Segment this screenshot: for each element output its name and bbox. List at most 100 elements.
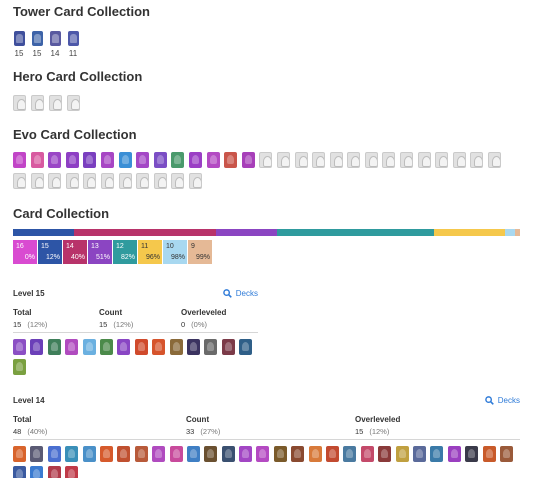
level-14-card[interactable] <box>499 446 513 462</box>
evo-card[interactable] <box>13 152 26 168</box>
level-14-card[interactable] <box>13 466 26 478</box>
evo-card[interactable] <box>83 152 97 168</box>
level-14-card[interactable] <box>395 446 409 462</box>
level-14-card[interactable] <box>13 446 26 462</box>
level-14-card[interactable] <box>65 446 79 462</box>
level-14-card[interactable] <box>134 446 148 462</box>
collection-level-box[interactable]: 12 82% <box>113 240 137 264</box>
level-14-card[interactable] <box>47 446 61 462</box>
evo-card-locked[interactable] <box>364 152 378 168</box>
level-14-card[interactable] <box>291 446 305 462</box>
level-15-decks-link[interactable]: Decks <box>222 289 258 298</box>
evo-card-locked[interactable] <box>65 173 79 189</box>
evo-card-locked[interactable] <box>435 152 449 168</box>
evo-card-locked[interactable] <box>13 173 26 189</box>
level-15-card[interactable] <box>204 339 218 355</box>
level-14-card[interactable] <box>99 446 113 462</box>
hero-card-locked[interactable] <box>49 95 62 111</box>
level-14-card[interactable] <box>273 446 287 462</box>
level-14-card[interactable] <box>169 446 183 462</box>
level-15-card[interactable] <box>30 339 44 355</box>
hero-card-locked[interactable] <box>67 95 80 111</box>
level-14-card[interactable] <box>378 446 392 462</box>
level-14-card[interactable] <box>47 466 61 478</box>
tower-card[interactable]: 14 <box>49 31 61 58</box>
tower-card[interactable]: 15 <box>13 31 25 58</box>
level-15-card[interactable] <box>13 359 26 375</box>
evo-card-locked[interactable] <box>276 152 290 168</box>
evo-card-locked[interactable] <box>171 173 185 189</box>
evo-card[interactable] <box>153 152 167 168</box>
level-15-card[interactable] <box>186 339 200 355</box>
level-14-card[interactable] <box>326 446 340 462</box>
level-14-card[interactable] <box>221 446 235 462</box>
evo-card-locked[interactable] <box>470 152 484 168</box>
evo-card-locked[interactable] <box>188 173 202 189</box>
evo-card[interactable] <box>100 152 114 168</box>
level-15-card[interactable] <box>47 339 61 355</box>
level-14-card[interactable] <box>430 446 444 462</box>
evo-card-locked[interactable] <box>83 173 97 189</box>
evo-card-locked[interactable] <box>488 152 502 168</box>
level-14-card[interactable] <box>30 466 44 478</box>
collection-level-box[interactable]: 11 96% <box>138 240 162 264</box>
evo-card[interactable] <box>188 152 202 168</box>
hero-card-locked[interactable] <box>31 95 44 111</box>
level-15-card[interactable] <box>169 339 183 355</box>
level-14-card[interactable] <box>343 446 357 462</box>
evo-card[interactable] <box>136 152 150 168</box>
collection-level-box[interactable]: 9 99% <box>188 240 212 264</box>
level-14-decks-link[interactable]: Decks <box>484 396 520 405</box>
level-14-card[interactable] <box>482 446 496 462</box>
level-15-card[interactable] <box>13 339 26 355</box>
level-14-card[interactable] <box>65 466 79 478</box>
level-15-card[interactable] <box>152 339 166 355</box>
evo-card-locked[interactable] <box>400 152 414 168</box>
level-14-card[interactable] <box>186 446 200 462</box>
tower-card[interactable]: 11 <box>67 31 79 58</box>
level-14-card[interactable] <box>152 446 166 462</box>
evo-card-locked[interactable] <box>312 152 326 168</box>
evo-card-locked[interactable] <box>382 152 396 168</box>
level-15-card[interactable] <box>221 339 235 355</box>
evo-card[interactable] <box>30 152 44 168</box>
evo-card[interactable] <box>48 152 62 168</box>
evo-card-locked[interactable] <box>100 173 114 189</box>
evo-card-locked[interactable] <box>136 173 150 189</box>
level-15-card[interactable] <box>65 339 79 355</box>
evo-card-locked[interactable] <box>48 173 62 189</box>
level-14-card[interactable] <box>204 446 218 462</box>
level-14-card[interactable] <box>256 446 270 462</box>
evo-card-locked[interactable] <box>118 173 132 189</box>
level-14-card[interactable] <box>447 446 461 462</box>
collection-level-box[interactable]: 13 51% <box>88 240 112 264</box>
collection-level-box[interactable]: 15 12% <box>38 240 62 264</box>
evo-card[interactable] <box>241 152 255 168</box>
evo-card-locked[interactable] <box>153 173 167 189</box>
level-14-card[interactable] <box>239 446 253 462</box>
level-15-card[interactable] <box>117 339 131 355</box>
evo-card-locked[interactable] <box>329 152 343 168</box>
level-14-card[interactable] <box>82 446 96 462</box>
evo-card-locked[interactable] <box>259 152 273 168</box>
tower-card[interactable]: 15 <box>31 31 43 58</box>
evo-card-locked[interactable] <box>452 152 466 168</box>
level-14-card[interactable] <box>412 446 426 462</box>
level-14-card[interactable] <box>117 446 131 462</box>
level-15-card[interactable] <box>99 339 113 355</box>
hero-card-locked[interactable] <box>13 95 26 111</box>
level-14-card[interactable] <box>308 446 322 462</box>
evo-card-locked[interactable] <box>417 152 431 168</box>
level-14-card[interactable] <box>465 446 479 462</box>
evo-card-locked[interactable] <box>30 173 44 189</box>
evo-card-locked[interactable] <box>347 152 361 168</box>
evo-card[interactable] <box>224 152 238 168</box>
evo-card[interactable] <box>118 152 132 168</box>
level-14-card[interactable] <box>30 446 44 462</box>
collection-level-box[interactable]: 16 0% <box>13 240 37 264</box>
evo-card[interactable] <box>65 152 79 168</box>
evo-card-locked[interactable] <box>294 152 308 168</box>
collection-level-box[interactable]: 14 40% <box>63 240 87 264</box>
evo-card[interactable] <box>171 152 185 168</box>
evo-card[interactable] <box>206 152 220 168</box>
